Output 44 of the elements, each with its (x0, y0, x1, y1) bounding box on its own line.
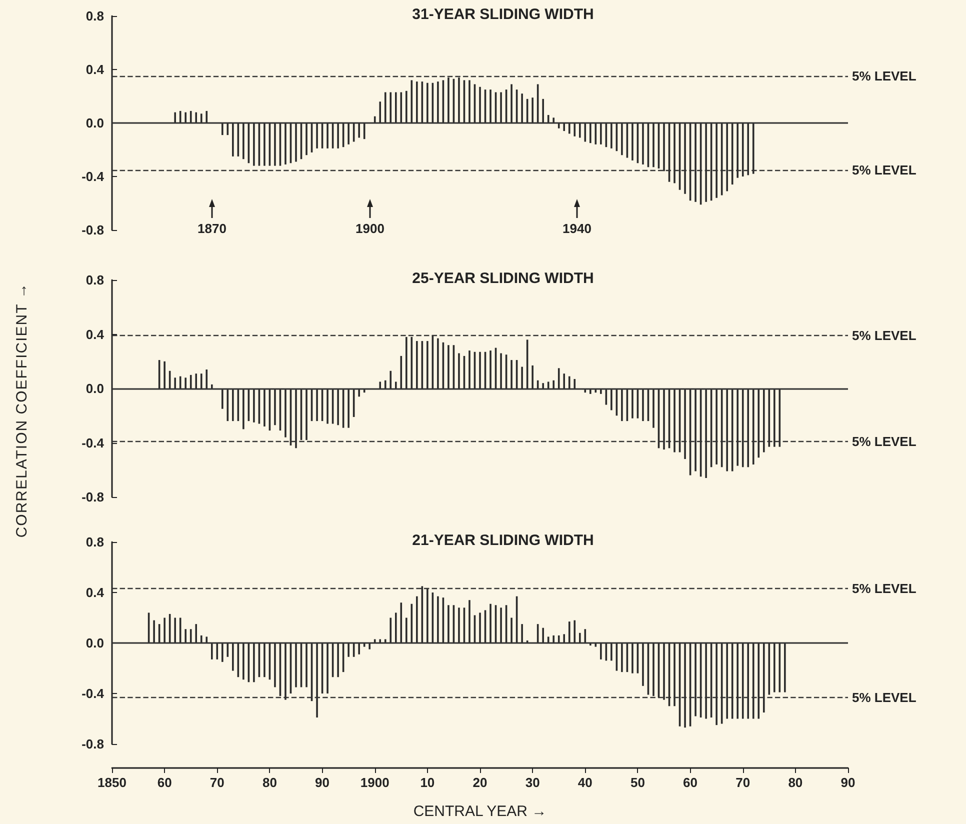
chart-title: 31-YEAR SLIDING WIDTH (412, 6, 594, 23)
ref-line-label: 5% LEVEL (852, 328, 916, 344)
y-tick-label: 0.4 (86, 326, 105, 342)
y-tick-label: -0.8 (82, 490, 104, 504)
ref-line-label: 5% LEVEL (852, 162, 916, 178)
y-tick-label: -0.8 (82, 222, 104, 238)
x-tick-label: 80 (262, 775, 277, 790)
x-tick-label: 80 (788, 775, 803, 790)
chart-title: 21-YEAR SLIDING WIDTH (412, 532, 594, 549)
y-tick-label: 0.8 (86, 272, 104, 288)
ref-line-label: 0.0 (86, 116, 104, 130)
chart-title: 25-YEAR SLIDING WIDTH (412, 270, 594, 287)
annotation: 1940 (562, 221, 592, 236)
x-axis-title: CENTRAL YEAR → (413, 803, 547, 820)
ref-line-label: 0.0 (86, 636, 104, 650)
y-tick-label: -0.4 (82, 686, 105, 701)
annotation: 1900 (356, 221, 384, 236)
y-tick-label: 0.4 (86, 62, 105, 77)
ref-line-label: 5% LEVEL (852, 434, 916, 449)
x-tick-label: 60 (683, 775, 698, 790)
ref-line-label: 0.0 (86, 381, 104, 396)
y-tick-label: 0.8 (86, 534, 104, 550)
ref-line-label: 5% LEVEL (852, 690, 916, 705)
x-tick-label: 20 (472, 775, 488, 790)
y-axis-title: CORRELATION COEFFICIENT → (14, 282, 30, 538)
y-tick-label: -0.8 (82, 736, 104, 752)
y-tick-label: -0.4 (82, 435, 105, 450)
x-tick-label: 70 (736, 775, 750, 790)
x-tick-label: 90 (840, 775, 856, 790)
y-tick-label: 0.8 (86, 8, 104, 24)
x-tick-label: 10 (420, 775, 435, 790)
ref-line-label: 5% LEVEL (852, 581, 916, 596)
x-tick-label: 90 (315, 775, 330, 790)
ref-line-label: 5% LEVEL (852, 68, 916, 84)
x-tick-label: 30 (525, 775, 540, 790)
x-tick-label: 1900 (360, 775, 390, 790)
y-tick-label: -0.4 (82, 169, 105, 184)
x-tick-label: 1850 (98, 775, 126, 790)
y-tick-label: 0.4 (86, 585, 105, 600)
x-tick-label: 60 (157, 775, 172, 790)
annotation: 1870 (198, 221, 226, 236)
x-tick-label: 50 (630, 775, 645, 790)
x-tick-label: 40 (578, 775, 592, 790)
x-tick-label: 70 (210, 775, 224, 790)
